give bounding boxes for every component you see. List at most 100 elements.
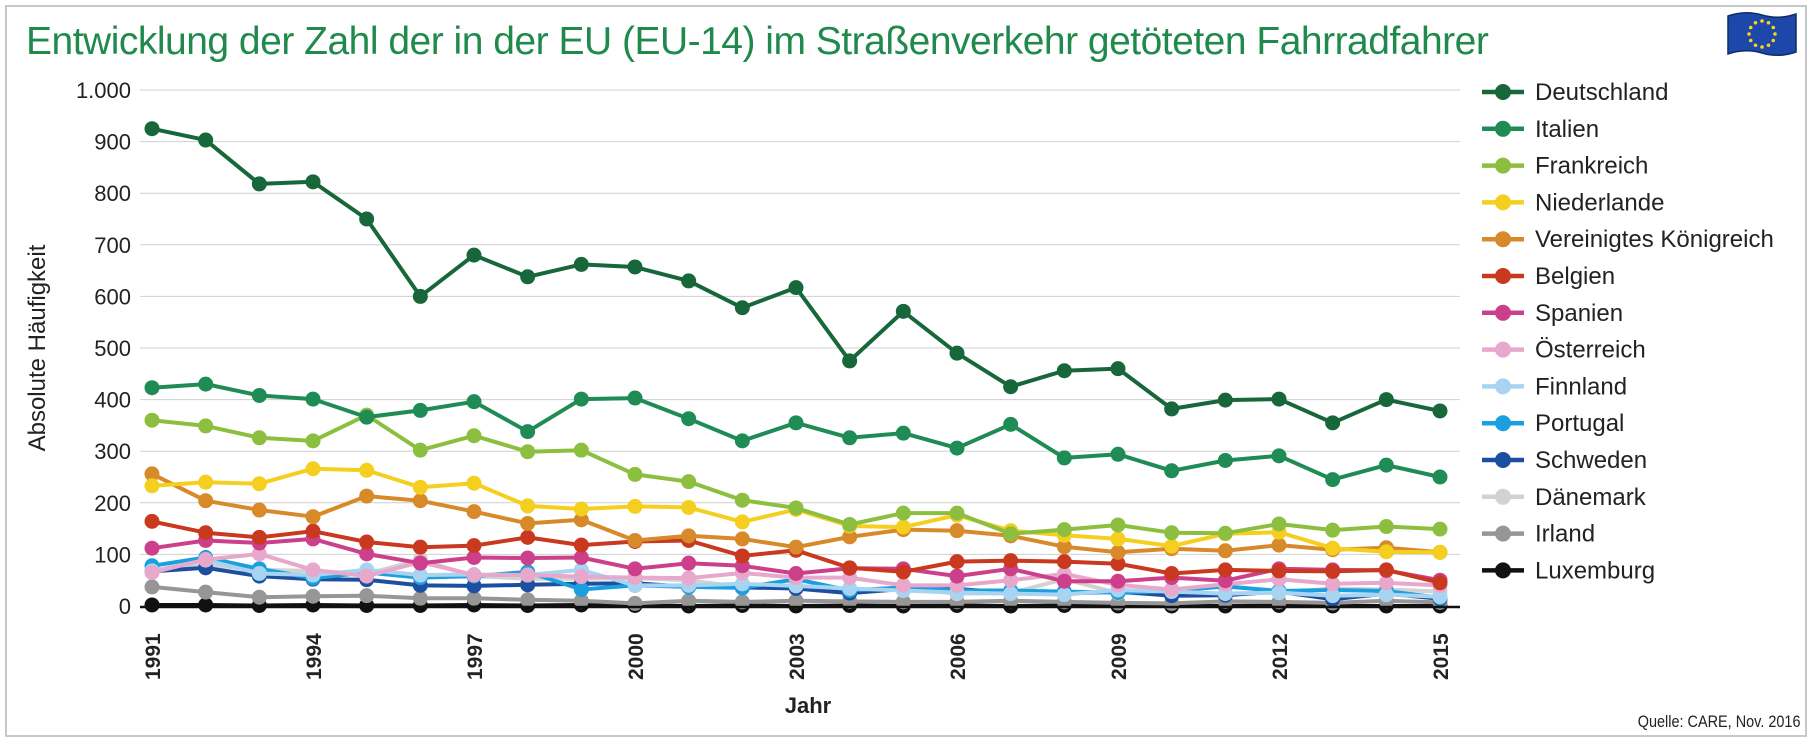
- data-point: [734, 576, 750, 592]
- data-point: [1378, 392, 1394, 408]
- data-point: [1003, 526, 1019, 542]
- data-point: [788, 280, 804, 296]
- data-point: [895, 303, 911, 319]
- data-point: [198, 418, 214, 434]
- y-tick-label: 600: [94, 284, 131, 309]
- data-point: [573, 549, 589, 565]
- flag-star: [1748, 38, 1753, 43]
- legend: Deutschland Italien Frankreich Niederlande V…: [1482, 79, 1774, 584]
- data-point: [734, 531, 750, 547]
- flag-star: [1773, 32, 1777, 36]
- data-point: [144, 380, 160, 396]
- data-point: [895, 594, 911, 610]
- legend-swatch-marker: [1495, 304, 1511, 321]
- data-point: [520, 424, 536, 440]
- legend-label: Irland: [1535, 521, 1595, 548]
- data-point: [198, 525, 214, 541]
- x-tick-label: 2012: [1269, 633, 1292, 680]
- data-point: [520, 498, 536, 514]
- data-point: [949, 440, 965, 456]
- data-point: [842, 430, 858, 446]
- chart-title: Entwicklung der Zahl der in der EU (EU-1…: [26, 20, 1489, 63]
- data-point: [466, 504, 482, 520]
- data-point: [198, 597, 214, 613]
- data-point: [734, 492, 750, 508]
- data-point: [734, 594, 750, 610]
- source-note: Quelle: CARE, Nov. 2016: [1637, 712, 1800, 731]
- flag-star: [1771, 25, 1776, 30]
- data-point: [1432, 589, 1448, 605]
- data-point: [144, 478, 160, 494]
- legend-swatch-marker: [1495, 157, 1511, 174]
- data-point: [144, 564, 160, 580]
- data-point: [251, 502, 267, 518]
- series-deutschland: [144, 121, 1448, 431]
- flag-star: [1748, 25, 1753, 30]
- data-point: [251, 430, 267, 446]
- data-point: [412, 493, 428, 509]
- legend-swatch-marker: [1495, 84, 1511, 100]
- data-point: [1271, 448, 1287, 464]
- y-tick-label: 0: [119, 594, 131, 619]
- legend-swatch-marker: [1495, 488, 1511, 505]
- data-point: [1110, 573, 1126, 589]
- data-point: [949, 554, 965, 570]
- y-axis-label: Absolute Häufigkeit: [24, 244, 51, 451]
- legend-swatch-marker: [1495, 378, 1511, 395]
- data-point: [1164, 538, 1180, 554]
- data-point: [520, 529, 536, 545]
- data-point: [466, 538, 482, 554]
- data-point: [1003, 553, 1019, 569]
- x-tick-label: 2003: [786, 633, 809, 680]
- flag-star: [1753, 20, 1758, 25]
- data-point: [305, 174, 321, 190]
- data-point: [1056, 573, 1072, 589]
- data-point: [520, 444, 536, 460]
- data-point: [573, 391, 589, 407]
- data-point: [1325, 540, 1341, 556]
- legend-label: Schweden: [1535, 447, 1647, 474]
- data-point: [251, 589, 267, 605]
- data-point: [627, 595, 643, 611]
- data-point: [788, 565, 804, 581]
- series-spanien: [144, 531, 1448, 589]
- data-point: [1378, 562, 1394, 578]
- data-point: [1056, 363, 1072, 379]
- y-tick-label: 200: [94, 491, 131, 516]
- data-point: [1003, 416, 1019, 432]
- legend-swatch-marker: [1495, 194, 1511, 211]
- data-point: [1271, 537, 1287, 553]
- data-point: [949, 568, 965, 584]
- data-point: [520, 550, 536, 566]
- x-tick-label: 2000: [625, 633, 648, 680]
- data-point: [144, 412, 160, 428]
- data-point: [466, 428, 482, 444]
- data-point: [359, 409, 375, 425]
- data-point: [842, 580, 858, 596]
- data-point: [359, 211, 375, 227]
- data-point: [305, 523, 321, 539]
- data-point: [1217, 543, 1233, 559]
- data-point: [573, 537, 589, 553]
- flag-star: [1760, 45, 1764, 49]
- y-tick-label: 700: [94, 233, 131, 258]
- x-tick-label: 2015: [1430, 633, 1453, 680]
- data-point: [895, 505, 911, 521]
- data-point: [144, 513, 160, 529]
- data-point: [681, 411, 697, 427]
- data-point: [681, 528, 697, 544]
- data-point: [788, 500, 804, 516]
- legend-label: Deutschland: [1535, 79, 1668, 106]
- data-point: [359, 462, 375, 478]
- data-point: [1056, 539, 1072, 555]
- data-point: [305, 562, 321, 578]
- data-point: [198, 474, 214, 490]
- data-point: [1164, 565, 1180, 581]
- chart-frame: [5, 5, 1807, 737]
- data-point: [681, 499, 697, 515]
- x-tick-label: 1997: [464, 633, 487, 680]
- data-point: [1378, 544, 1394, 560]
- data-point: [305, 588, 321, 604]
- data-point: [412, 567, 428, 583]
